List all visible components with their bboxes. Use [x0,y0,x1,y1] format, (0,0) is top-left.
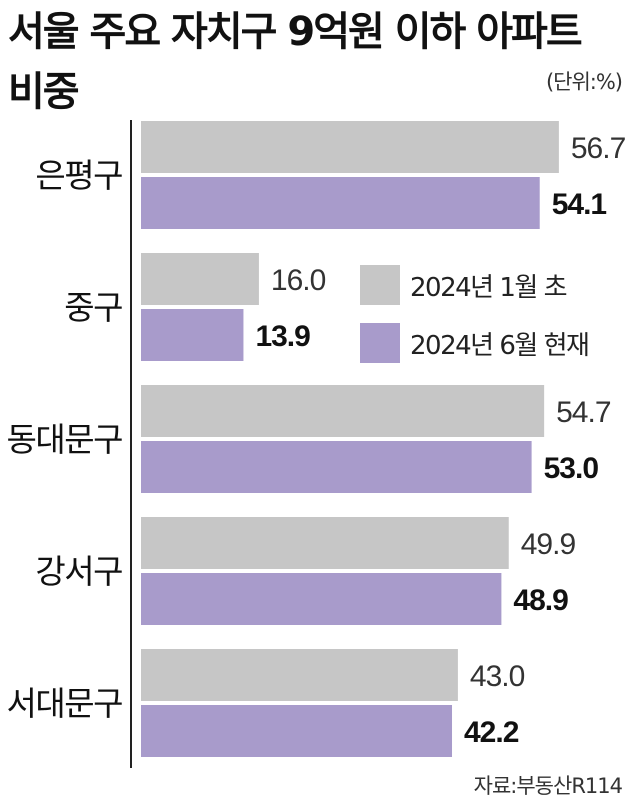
value-label-old-1: 16.0 [271,264,326,297]
category-label-0: 은평구 [35,156,122,195]
bar-new-4 [141,705,453,757]
legend-swatch-old [360,265,400,305]
value-label-new-3: 48.9 [513,584,568,617]
bar-new-0 [141,177,540,229]
bar-old-0 [141,121,559,173]
value-label-old-2: 54.7 [556,396,611,429]
legend-item-old: 2024년 1월 초 [360,262,588,308]
bar-new-3 [141,573,502,625]
category-label-3: 강서구 [35,552,122,591]
category-label-2: 동대문구 [7,420,123,459]
category-axis-line [130,120,132,768]
bar-old-2 [141,385,545,437]
bar-old-3 [141,517,509,569]
bar-new-2 [141,441,532,493]
chart-title-line2: 비중 [8,69,80,115]
value-label-old-0: 56.7 [571,132,626,165]
legend-label-old: 2024년 1월 초 [410,272,568,303]
legend-swatch-new [360,323,400,363]
chart-title-line1: 서울 주요 자치구 9억원 이하 아파트 [8,9,583,55]
category-label-4: 서대문구 [7,684,123,723]
bar-old-1 [141,253,259,305]
value-label-old-4: 43.0 [470,660,525,693]
source-note: 자료:부동산R114 [473,774,623,798]
value-label-new-2: 53.0 [544,452,599,485]
legend-item-new: 2024년 6월 현재 [360,320,590,366]
value-label-new-4: 42.2 [464,716,519,749]
bar-old-4 [141,649,458,701]
value-label-new-0: 54.1 [552,188,607,221]
value-label-old-3: 49.9 [521,528,576,561]
category-label-1: 중구 [64,288,122,327]
legend: 2024년 1월 초 2024년 6월 현재 [360,262,590,378]
value-label-new-1: 13.9 [255,320,310,353]
bar-new-1 [141,309,244,361]
unit-label: (단위:%) [545,70,623,94]
chart-title: 서울 주요 자치구 9억원 이하 아파트 비중 [8,2,583,122]
legend-label-new: 2024년 6월 현재 [410,330,590,361]
